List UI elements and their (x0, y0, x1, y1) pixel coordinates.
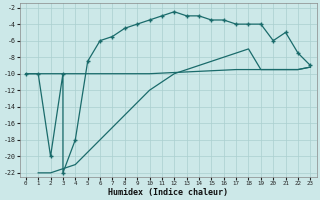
X-axis label: Humidex (Indice chaleur): Humidex (Indice chaleur) (108, 188, 228, 197)
